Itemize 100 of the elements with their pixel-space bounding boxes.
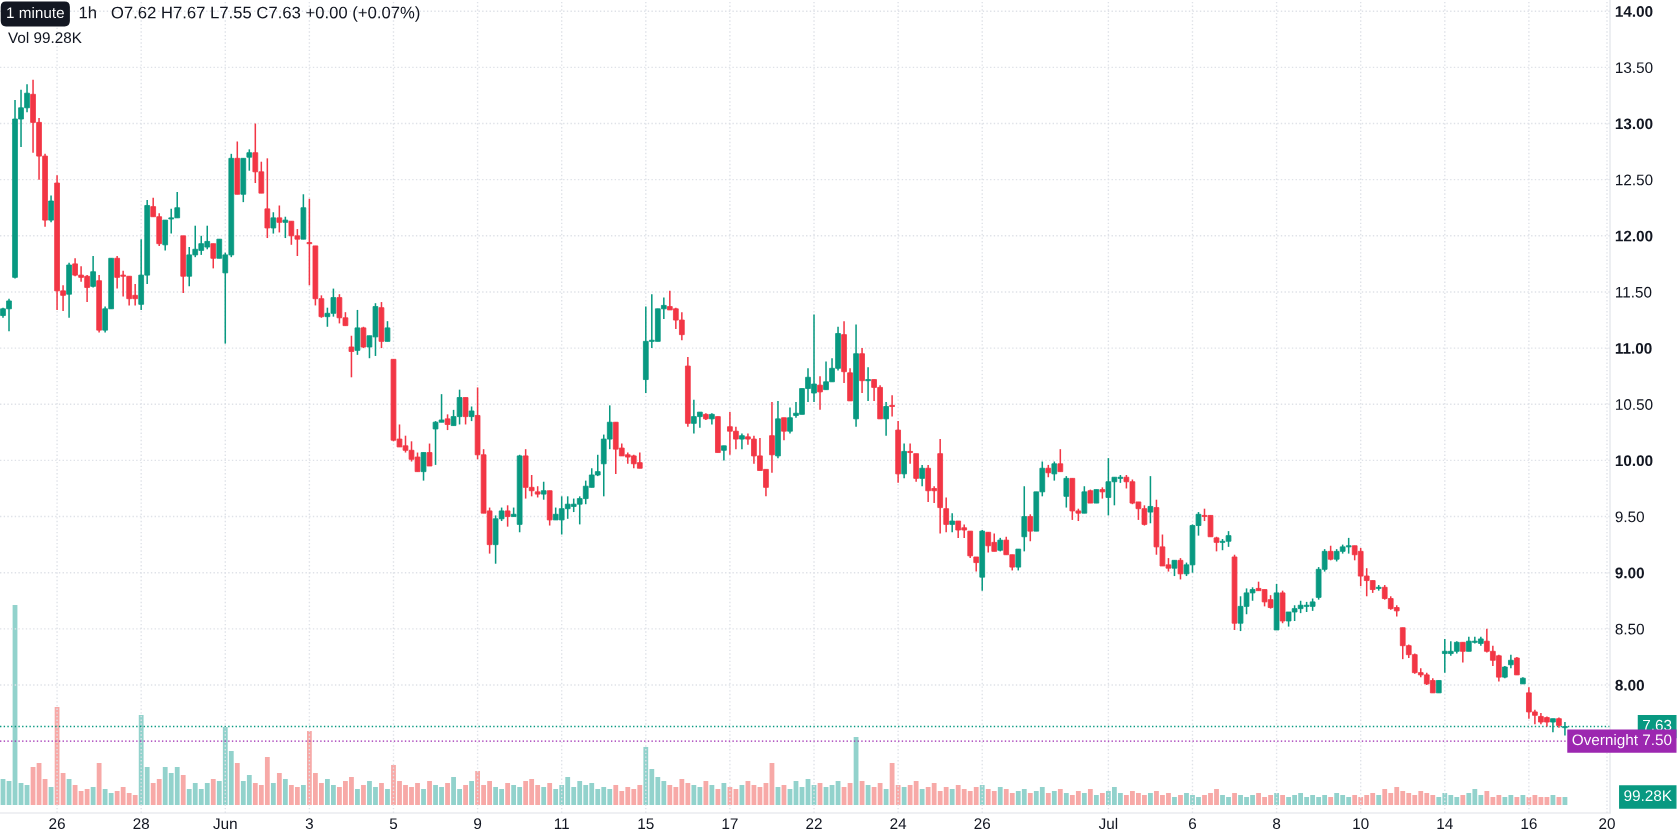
- candlestick: [270, 211, 277, 235]
- bar: [1520, 795, 1526, 805]
- bar: [234, 763, 240, 805]
- y-tick-label: 10.00: [1615, 455, 1653, 467]
- bar: [355, 789, 360, 805]
- bar: [1045, 793, 1051, 805]
- bar: [1081, 793, 1087, 805]
- candlestick: [865, 366, 871, 402]
- annotation: Vol 99.28K: [8, 31, 82, 44]
- candlestick: [504, 504, 511, 528]
- bar: [997, 787, 1003, 805]
- y-tick-label: 10.50: [1616, 399, 1653, 410]
- candlestick: [1057, 448, 1064, 473]
- bar: [96, 763, 102, 805]
- x-tick-label: 15: [638, 818, 654, 830]
- candlestick: [787, 406, 793, 435]
- candlestick: [949, 512, 956, 534]
- bar: [421, 789, 426, 805]
- x-tick-label: 6: [1189, 818, 1197, 830]
- x-tick-label: 22: [806, 818, 822, 829]
- y-tick-label: 8.00: [1615, 679, 1644, 691]
- y-tick-label: 11.50: [1616, 286, 1652, 298]
- bar: [919, 789, 925, 805]
- candlestick: [1027, 513, 1034, 543]
- x-tick-label: 20: [1599, 818, 1615, 830]
- ref-line-label: Overnight 7.50: [1572, 734, 1672, 749]
- candlestick: [739, 432, 745, 450]
- bar: [1051, 791, 1057, 805]
- bar: [1328, 797, 1334, 805]
- y-tick-label: 9.50: [1615, 511, 1644, 523]
- bar: [1178, 795, 1183, 805]
- bar: [949, 789, 955, 805]
- x-tick-label: 17: [722, 818, 738, 829]
- x-tick-label: 16: [1521, 818, 1537, 830]
- x-tick-label: Jun: [213, 818, 237, 830]
- candlestick: [90, 255, 96, 289]
- bar: [1057, 789, 1063, 805]
- y-tick-label: 9.00: [1615, 567, 1644, 579]
- y-tick-label: 12.50: [1616, 174, 1653, 186]
- candlestick: [1051, 460, 1058, 482]
- candlestick: [817, 375, 823, 411]
- candlestick: [246, 148, 253, 172]
- bar: [505, 783, 511, 805]
- bar: [1027, 793, 1033, 805]
- candlestick: [420, 451, 427, 482]
- bar: [361, 785, 366, 805]
- bar: [1232, 793, 1237, 805]
- bar: [180, 775, 186, 805]
- candlestick: [1177, 557, 1184, 581]
- candlestick: [1081, 485, 1088, 514]
- candlestick: [48, 194, 54, 224]
- x-tick-label: 8: [1273, 818, 1281, 830]
- y-tick-label: 11.00: [1615, 342, 1652, 354]
- candlestick: [883, 401, 889, 437]
- y-tick-label: 8.50: [1615, 623, 1644, 635]
- bar: [547, 783, 553, 805]
- candlestick: [1021, 485, 1028, 553]
- candlestick: [306, 197, 313, 286]
- bar: [541, 787, 547, 805]
- x-tick-label: 11: [554, 818, 569, 829]
- candlestick: [426, 442, 433, 467]
- bar: [276, 773, 282, 805]
- candlestick: [781, 416, 787, 441]
- candlestick: [1015, 548, 1022, 572]
- candlestick: [889, 394, 895, 418]
- bar: [270, 783, 276, 805]
- x-tick-label: 14: [1437, 818, 1453, 829]
- y-tick-label: 12.00: [1615, 230, 1653, 242]
- bar: [883, 789, 889, 805]
- bar: [282, 779, 288, 805]
- bar: [1376, 795, 1382, 805]
- y-tick-label: 14.00: [1615, 6, 1653, 17]
- bar: [1460, 795, 1466, 805]
- bar: [1087, 789, 1093, 805]
- bar: [1099, 793, 1105, 805]
- x-tick-label: Jul: [1098, 817, 1118, 830]
- bar: [703, 781, 709, 805]
- x-tick-label: 9: [474, 818, 482, 830]
- bar: [1172, 797, 1177, 805]
- x-tick-label: 28: [133, 818, 150, 830]
- candlestick: [348, 334, 355, 379]
- x-tick-label: 5: [389, 818, 398, 830]
- candlestick: [282, 215, 289, 239]
- bar: [721, 783, 727, 805]
- bar: [709, 785, 715, 805]
- candlestick: [354, 309, 361, 356]
- bar: [1093, 795, 1099, 805]
- bar: [379, 783, 384, 805]
- bar: [1274, 793, 1279, 805]
- y-tick-label: 13.00: [1615, 118, 1653, 130]
- bar: [1063, 793, 1069, 805]
- x-tick-label: 10: [1353, 818, 1369, 830]
- x-tick-label: 26: [49, 818, 65, 830]
- bar: [1148, 793, 1153, 805]
- candlestick: [384, 320, 391, 343]
- bar: [385, 789, 390, 805]
- bar: [1514, 797, 1520, 805]
- bar: [463, 785, 468, 805]
- annotation: 1 minute: [7, 6, 64, 19]
- annotation: O7.62 H7.67 L7.55 C7.63 +0.00 (+0.07%): [111, 6, 420, 22]
